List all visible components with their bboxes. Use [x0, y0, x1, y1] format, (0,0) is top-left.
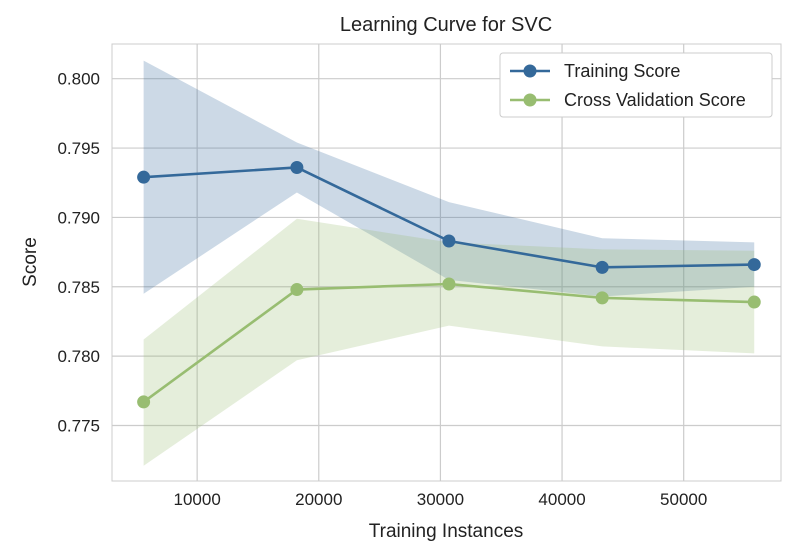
cv-score-point — [442, 277, 456, 291]
plot-frame — [111, 43, 782, 482]
x-tick-label: 50000 — [660, 490, 707, 509]
y-tick-label: 0.795 — [57, 139, 100, 158]
training-score-point — [290, 160, 304, 174]
training-score-point — [442, 234, 456, 248]
x-tick-label: 10000 — [174, 490, 221, 509]
cv-score-point — [747, 295, 761, 309]
training-score-point — [595, 260, 609, 274]
x-tick-label: 20000 — [295, 490, 342, 509]
x-tick-label: 30000 — [417, 490, 464, 509]
y-tick-label: 0.790 — [57, 208, 100, 227]
y-axis-title: Score — [20, 237, 41, 287]
x-axis-title: Training Instances — [369, 521, 524, 542]
legend-label-cv: Cross Validation Score — [564, 90, 746, 110]
legend-marker-cv — [523, 93, 537, 107]
band-layer — [143, 60, 755, 466]
cv-score-point — [137, 395, 151, 409]
legend-box — [499, 52, 773, 118]
training-score-point — [747, 258, 761, 272]
training-score-point — [137, 170, 151, 184]
tick-layer: 10000 20000 30000 40000 50000 0.775 0.780 0.785… — [57, 70, 707, 509]
point-layer — [137, 160, 761, 409]
y-tick-label: 0.800 — [57, 70, 100, 89]
cv-score-point — [290, 283, 304, 297]
y-tick-label: 0.780 — [57, 347, 100, 366]
cv-variance-band — [143, 218, 755, 466]
y-tick-label: 0.775 — [57, 417, 100, 436]
x-tick-label: 40000 — [538, 490, 585, 509]
legend-marker-training — [523, 64, 537, 78]
chart-title: Learning Curve for SVC — [340, 14, 552, 36]
legend: Training Score Cross Validation Score — [499, 52, 773, 118]
legend-label-training: Training Score — [564, 61, 680, 81]
y-tick-label: 0.785 — [57, 278, 100, 297]
training-variance-band — [143, 60, 755, 297]
cv-score-point — [595, 291, 609, 305]
